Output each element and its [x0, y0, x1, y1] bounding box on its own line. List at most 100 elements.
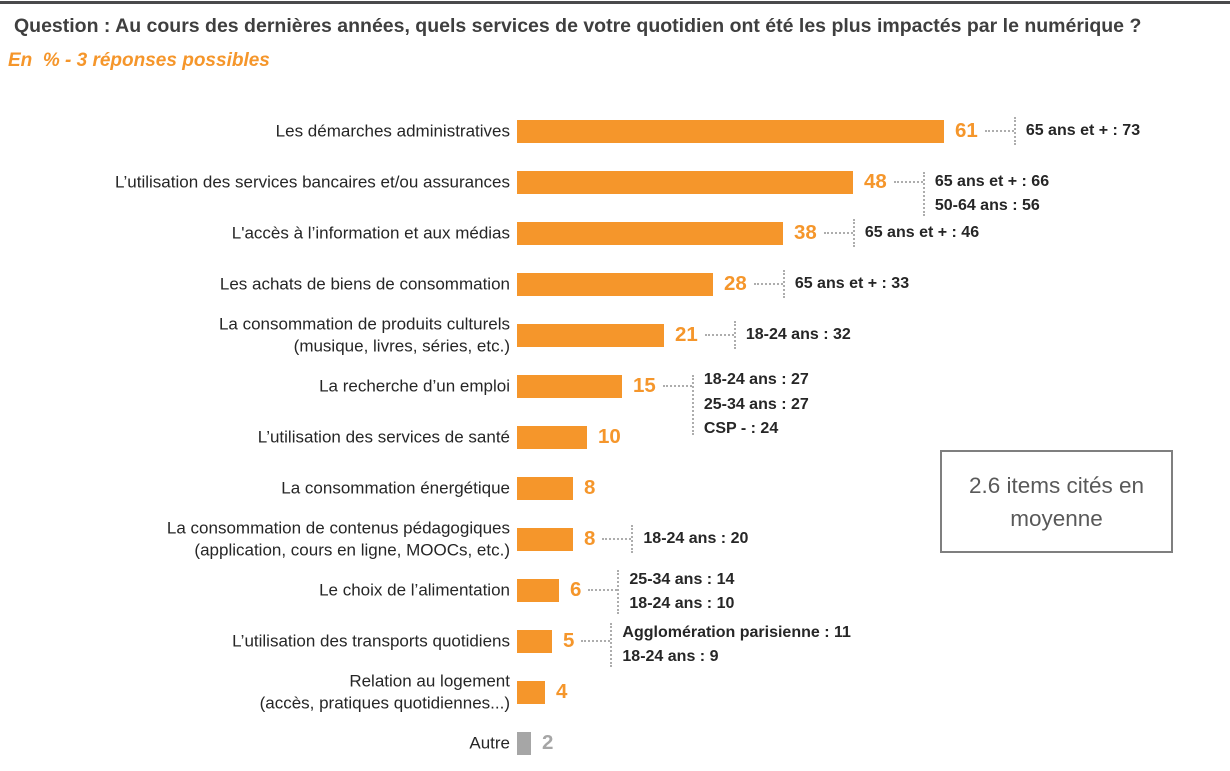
subgroup-annotation-line: 18-24 ans : 10	[629, 595, 735, 612]
bar-line: 61 65 ans et + : 73	[517, 117, 1140, 145]
connector-dotted-line	[662, 385, 692, 387]
subgroup-annotation-line: 65 ans et + : 33	[794, 274, 910, 292]
subgroup-annotation-line: 18-24 ans : 20	[643, 529, 749, 547]
bar-segment	[517, 629, 552, 653]
bar-row: L’utilisation des transports quotidiens 5…	[0, 623, 1230, 667]
bar-line: 4	[517, 680, 568, 704]
subgroup-annotation: 65 ans et + : 33	[795, 272, 909, 297]
bar-row: Autre 2	[0, 731, 1230, 755]
connector-dotted-tick	[733, 321, 736, 349]
connector-dotted-tick	[691, 375, 694, 435]
bar-segment	[517, 272, 713, 296]
bar-segment	[517, 170, 853, 194]
connector-dotted-line	[893, 181, 923, 183]
subgroup-annotation: 18-24 ans : 27 25-34 ans : 27 CSP - : 24	[704, 368, 809, 442]
average-items-box: 2.6 items cités en moyenne	[940, 450, 1173, 553]
subgroup-annotation-line: 25-34 ans : 27	[703, 395, 809, 413]
bar-row: L’utilisation des services de santé 10	[0, 425, 1230, 449]
subgroup-annotation-line: 18-24 ans : 32	[745, 325, 851, 343]
bar-segment	[517, 527, 573, 551]
connector-dotted-tick	[852, 219, 855, 247]
connector-dotted-tick	[610, 623, 613, 667]
connector-dotted-tick	[1013, 117, 1016, 145]
bar-row: La recherche d’un emploi 15 18-24 ans : 27…	[0, 371, 1230, 437]
subgroup-annotation: 65 ans et + : 66 50-64 ans : 56	[935, 170, 1049, 219]
bar-category-label: La consommation de contenus pédagogiques…	[166, 518, 510, 560]
bar-category-label: Relation au logement (accès, pratiques q…	[259, 671, 510, 713]
bar-value-label: 61	[955, 119, 978, 142]
bar-category-label: L’utilisation des services de santé	[257, 427, 510, 447]
subgroup-annotation: Agglomération parisienne : 11 18-24 ans :…	[622, 621, 851, 670]
subgroup-annotation: 18-24 ans : 20	[643, 527, 748, 552]
bar-segment	[517, 323, 664, 347]
subgroup-annotation-line: CSP - : 24	[703, 420, 779, 438]
bar-line: 8 18-24 ans : 20	[517, 525, 748, 553]
bar-value-label: 2	[542, 731, 554, 754]
bar-value-label: 15	[633, 374, 656, 397]
bar-row: La consommation de contenus pédagogiques…	[0, 519, 1230, 560]
connector-dotted-line	[602, 538, 632, 540]
subgroup-annotation: 65 ans et + : 73	[1026, 119, 1140, 144]
connector-dotted-tick	[631, 525, 634, 553]
bar-segment	[517, 119, 944, 143]
connector-dotted-line	[581, 640, 611, 642]
bar-row: La consommation de produits culturels (m…	[0, 315, 1230, 356]
bar-row: L'accès à l’information et aux médias 38 6…	[0, 219, 1230, 247]
subgroup-annotation-line: Agglomération parisienne : 11	[622, 623, 851, 641]
bar-line: 15 18-24 ans : 27 25-34 ans : 27 CSP - : 24	[517, 371, 809, 437]
bar-category-label: La consommation énergétique	[281, 478, 510, 498]
bar-segment	[517, 578, 559, 602]
subgroup-annotation-line: 25-34 ans : 14	[629, 570, 735, 588]
bar-line: 38 65 ans et + : 46	[517, 219, 979, 247]
bar-category-label: La recherche d’un emploi	[319, 376, 510, 396]
bar-value-label: 28	[724, 272, 747, 295]
connector-dotted-line	[823, 232, 853, 234]
bar-row: La consommation énergétique 8	[0, 476, 1230, 500]
connector-dotted-line	[704, 334, 734, 336]
bar-category-label: Les démarches administratives	[275, 121, 510, 141]
connector-dotted-line	[588, 589, 618, 591]
top-divider-rule	[0, 1, 1230, 4]
bar-category-label: Les achats de biens de consommation	[219, 274, 510, 294]
connector-dotted-tick	[617, 570, 620, 614]
bar-segment	[517, 731, 531, 755]
connector-dotted-line	[984, 130, 1014, 132]
subgroup-annotation-line: 50-64 ans : 56	[934, 197, 1040, 214]
bar-line: 2	[517, 731, 554, 755]
bar-value-label: 6	[570, 578, 582, 601]
bar-category-label: L’utilisation des transports quotidiens	[232, 631, 510, 651]
bar-segment	[517, 476, 573, 500]
connector-dotted-tick	[782, 270, 785, 298]
bar-value-label: 8	[584, 476, 596, 499]
bar-segment	[517, 680, 545, 704]
bar-category-label: L'accès à l’information et aux médias	[231, 223, 510, 243]
bar-value-label: 8	[584, 527, 596, 550]
subgroup-annotation-line: 18-24 ans : 9	[622, 648, 719, 665]
subgroup-annotation: 18-24 ans : 32	[746, 323, 851, 348]
bar-line: 5 Agglomération parisienne : 11 18-24 ans …	[517, 623, 851, 667]
bar-line: 6 25-34 ans : 14 18-24 ans : 10	[517, 570, 734, 614]
bar-line: 28 65 ans et + : 33	[517, 270, 909, 298]
connector-dotted-tick	[922, 172, 925, 216]
subgroup-annotation: 65 ans et + : 46	[865, 221, 979, 246]
bar-category-label: Autre	[469, 733, 510, 753]
bar-segment	[517, 221, 783, 245]
bar-category-label: Le choix de l’alimentation	[319, 580, 510, 600]
bar-category-label: La consommation de produits culturels (m…	[218, 314, 510, 356]
subgroup-annotation-line: 65 ans et + : 73	[1025, 121, 1141, 139]
subgroup-annotation-line: 65 ans et + : 66	[934, 172, 1050, 190]
bar-value-label: 4	[556, 680, 568, 703]
chart-subtitle: En % - 3 réponses possibles	[8, 50, 270, 71]
bar-value-label: 38	[794, 221, 817, 244]
bar-line: 48 65 ans et + : 66 50-64 ans : 56	[517, 170, 1049, 216]
bar-row: Le choix de l’alimentation 6 25-34 ans : 1…	[0, 570, 1230, 614]
bar-value-label: 5	[563, 629, 575, 652]
question-title: Question : Au cours des dernières années…	[14, 15, 1142, 37]
subgroup-annotation-line: 65 ans et + : 46	[864, 223, 980, 241]
bar-segment	[517, 374, 622, 398]
bar-value-label: 21	[675, 323, 698, 346]
bar-line: 8	[517, 476, 596, 500]
bar-category-label: L’utilisation des services bancaires et/…	[115, 172, 510, 192]
